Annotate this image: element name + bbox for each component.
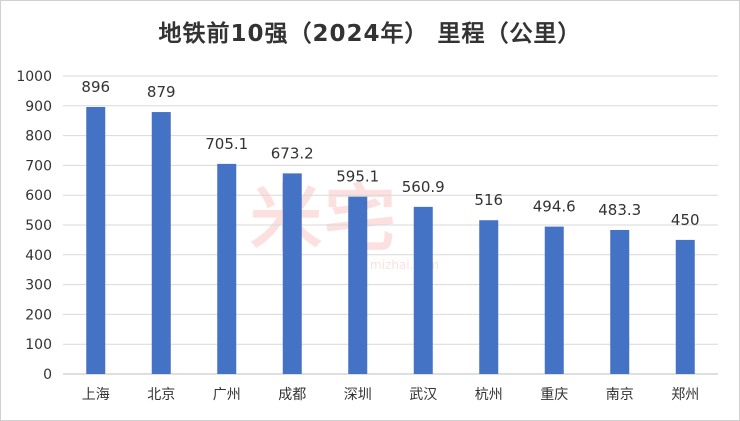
y-tick-label: 0: [43, 367, 52, 383]
x-category-label: 深圳: [344, 387, 372, 403]
data-label: 560.9: [402, 178, 445, 196]
bar-9: [675, 239, 695, 374]
y-tick-label: 500: [25, 218, 52, 234]
y-tick-label: 200: [25, 307, 52, 323]
bar-5: [413, 206, 433, 374]
y-tick-label: 800: [25, 129, 52, 145]
gridlines: [63, 75, 718, 375]
data-labels: 896 879 705.1 673.2 595.1 560.9 516 494.6 483.3 4…: [81, 78, 699, 229]
bar-8: [610, 229, 630, 374]
y-tick-label: 400: [25, 248, 52, 264]
x-axis: 上海 北京 广州 成都 深圳 武汉 杭州 重庆 南京 郑州: [82, 387, 700, 403]
bar-3: [282, 173, 302, 374]
y-axis: 0 100 200 300 400 500 600 700 800 900 1000: [16, 69, 52, 383]
y-tick-label: 700: [25, 158, 52, 174]
data-label: 483.3: [598, 201, 641, 219]
y-tick-label: 100: [25, 337, 52, 353]
x-category-label: 上海: [82, 387, 110, 403]
x-category-label: 重庆: [540, 387, 568, 403]
data-label: 879: [147, 83, 176, 101]
data-label: 896: [81, 78, 110, 96]
data-label: 516: [474, 191, 503, 209]
bar-6: [479, 220, 499, 374]
bar-1: [151, 112, 171, 375]
y-tick-label: 1000: [16, 69, 52, 85]
data-label: 673.2: [271, 144, 314, 162]
x-category-label: 郑州: [671, 387, 699, 403]
data-label: 494.6: [533, 198, 576, 216]
y-tick-label: 900: [25, 99, 52, 115]
bar-4: [348, 196, 368, 374]
x-category-label: 广州: [213, 387, 241, 403]
bar-2: [217, 163, 237, 374]
bar-0: [86, 106, 106, 374]
x-category-label: 武汉: [409, 387, 437, 403]
data-label: 450: [671, 211, 700, 229]
chart-title: 地铁前10强（2024年） 里程（公里）: [158, 21, 582, 47]
bar-7: [544, 226, 564, 374]
data-label: 705.1: [205, 135, 248, 153]
bar-series: [86, 106, 695, 375]
x-category-label: 杭州: [475, 387, 503, 403]
y-tick-label: 600: [25, 188, 52, 204]
x-category-label: 成都: [278, 387, 306, 403]
data-label: 595.1: [336, 168, 379, 186]
x-category-label: 北京: [147, 387, 175, 403]
y-tick-label: 300: [25, 278, 52, 294]
x-category-label: 南京: [606, 387, 634, 403]
